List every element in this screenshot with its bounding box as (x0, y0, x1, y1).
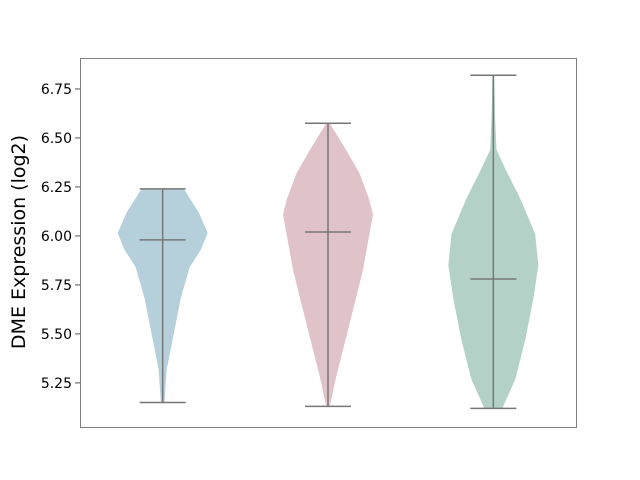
y-tick-label: 6.00 (41, 229, 72, 245)
violins (117, 74, 539, 410)
y-tick-label: 6.25 (41, 180, 72, 196)
violin-3 (448, 74, 539, 410)
y-tick-label: 6.50 (41, 131, 72, 147)
y-tick-label: 5.75 (41, 278, 72, 294)
y-axis-label: DME Expression (log2) (8, 135, 30, 349)
y-tick-label: 6.75 (41, 82, 72, 98)
violin-2 (283, 122, 373, 408)
y-tick-label: 5.50 (41, 327, 72, 343)
plot-frame (80, 58, 577, 428)
y-tick-label: 5.25 (41, 376, 72, 392)
y-axis: 5.25 5.50 5.75 6.00 6.25 6.50 6.75 (41, 82, 80, 392)
violin-1 (117, 188, 208, 404)
